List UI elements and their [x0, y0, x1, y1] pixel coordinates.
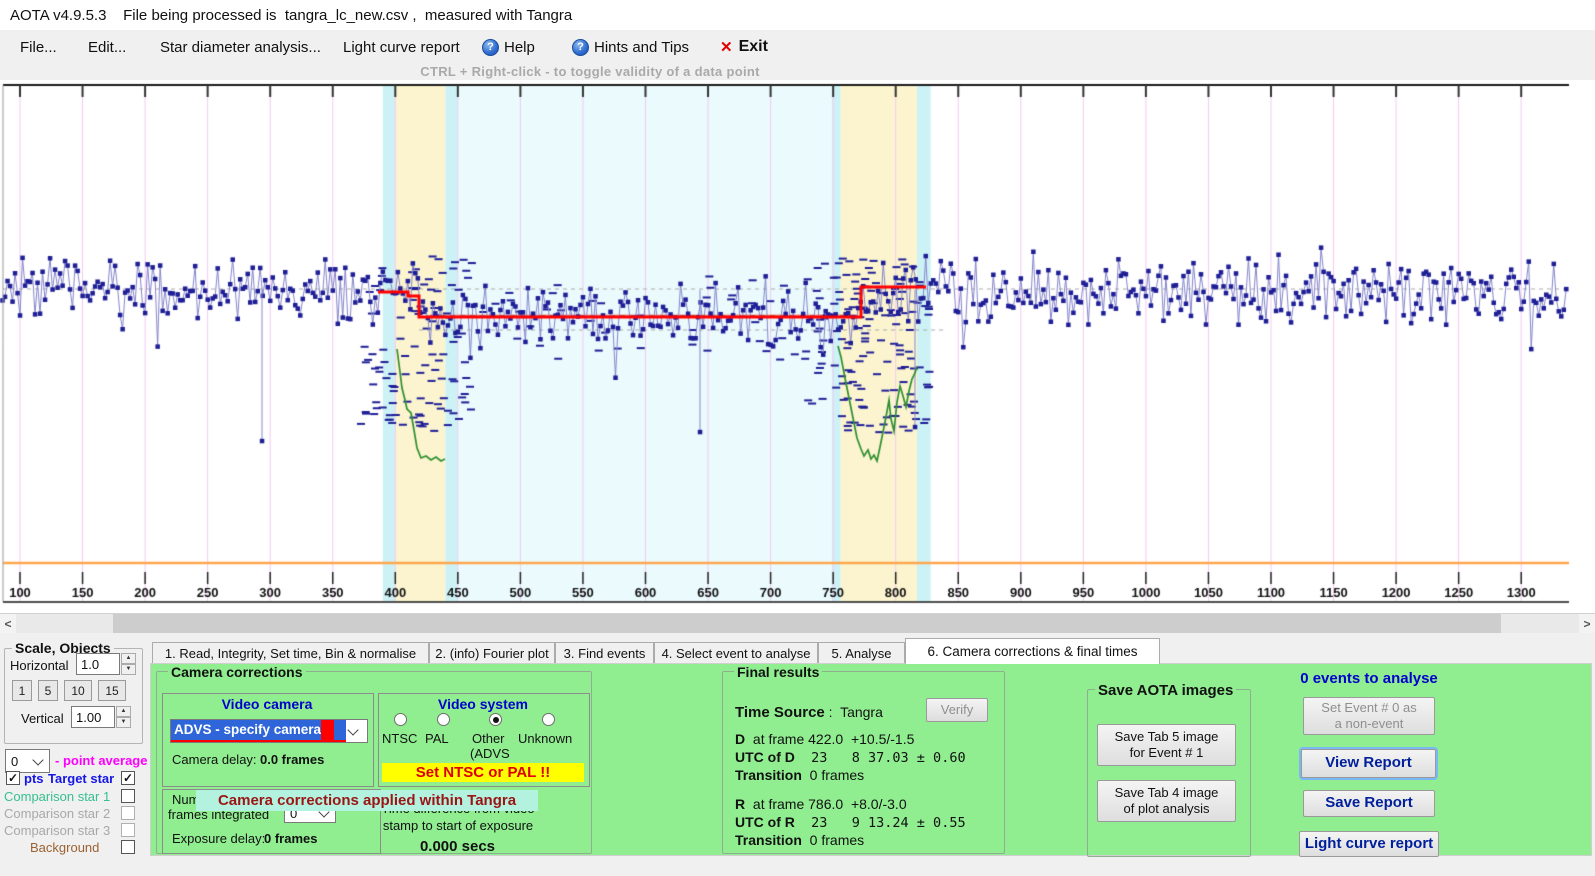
target-star-checkbox[interactable]: ✓: [121, 771, 135, 785]
comparison-star-2-checkbox[interactable]: [121, 806, 135, 820]
chevron-down-icon: [32, 754, 43, 765]
comparison-star-3-checkbox[interactable]: [121, 823, 135, 837]
pts-label: pts: [24, 771, 44, 786]
exposure-delay-label: Exposure delay:: [172, 831, 265, 846]
tab-analyse[interactable]: 5. Analyse: [818, 642, 905, 663]
target-star-label: Target star: [48, 771, 114, 786]
spin-up-icon[interactable]: ▲: [116, 706, 131, 717]
video-camera-select[interactable]: ADVS - specify camera: [170, 719, 368, 743]
comparison-star-1-checkbox[interactable]: [121, 789, 135, 803]
background-label: Background: [30, 840, 99, 855]
verify-button[interactable]: Verify: [926, 698, 988, 722]
hint-text: CTRL + Right-click - to toggle validity …: [300, 64, 880, 80]
menu-exit[interactable]: ✕ Exit: [720, 30, 768, 64]
pts-checkbox[interactable]: ✓: [6, 771, 20, 785]
set-event-0-button[interactable]: Set Event # 0 as a non-event: [1303, 697, 1435, 735]
vertical-label: Vertical: [21, 711, 64, 726]
utc-d-row: UTC of D 23 8 37.03 ± 0.60: [735, 749, 966, 766]
set-ntsc-pal-warning: Set NTSC or PAL !!: [382, 763, 584, 782]
camera-delay-value: 0.0 frames: [260, 752, 324, 767]
radio-other-label: Other: [472, 731, 505, 746]
horizontal-label: Horizontal: [10, 658, 69, 673]
radio-unknown-label: Unknown: [518, 731, 572, 746]
menu-star-diameter[interactable]: Star diameter analysis...: [160, 30, 321, 64]
save-aota-images-title: Save AOTA images: [1095, 682, 1236, 699]
vertical-spinner[interactable]: 1.00 ▲▼: [71, 706, 131, 728]
d-frame-row: D at frame 422.0 +10.5/-1.5: [735, 731, 914, 747]
menu-edit[interactable]: Edit...: [88, 30, 126, 64]
save-tab5-button[interactable]: Save Tab 5 image for Event # 1: [1097, 724, 1236, 766]
tab-fourier-plot[interactable]: 2. (info) Fourier plot: [429, 642, 555, 663]
tab-select-event[interactable]: 4. Select event to analyse: [654, 642, 818, 663]
view-report-button[interactable]: View Report: [1301, 749, 1436, 778]
transition-r-row: Transition 0 frames: [735, 832, 864, 848]
background-checkbox[interactable]: [121, 840, 135, 854]
r-frame-row: R at frame 786.0 +8.0/-3.0: [735, 796, 907, 812]
video-system-title: Video system: [378, 696, 588, 712]
scroll-right-icon[interactable]: >: [1579, 614, 1595, 634]
scrollbar-thumb[interactable]: [113, 614, 1501, 634]
radio-other[interactable]: [489, 713, 502, 726]
transition-d-row: Transition 0 frames: [735, 767, 864, 783]
aota-window: AOTA v4.9.5.3 File being processed is ta…: [0, 0, 1595, 876]
tangra-corrections-note: Camera corrections applied within Tangra: [196, 790, 538, 811]
menu-bar: File... Edit... Star diameter analysis..…: [0, 30, 1595, 64]
help-icon: ?: [482, 39, 499, 56]
hscale-1-button[interactable]: 1: [12, 680, 32, 701]
hscale-15-button[interactable]: 15: [98, 680, 126, 701]
menu-hints[interactable]: ? Hints and Tips: [572, 30, 689, 64]
radio-unknown[interactable]: [542, 713, 555, 726]
exit-x-icon: ✕: [720, 38, 733, 56]
radio-ntsc-label: NTSC: [382, 731, 417, 746]
scroll-left-icon[interactable]: <: [0, 614, 16, 634]
menu-file[interactable]: File...: [20, 30, 57, 64]
hscale-5-button[interactable]: 5: [38, 680, 58, 701]
radio-ntsc[interactable]: [394, 713, 407, 726]
comparison-star-1-label: Comparison star 1: [4, 789, 110, 804]
time-source-row: Time Source : Tangra: [735, 704, 883, 721]
video-camera-title: Video camera: [162, 696, 372, 712]
window-title: AOTA v4.9.5.3 File being processed is ta…: [10, 7, 572, 24]
camera-corrections-title: Camera corrections: [168, 664, 306, 680]
save-report-button[interactable]: Save Report: [1303, 790, 1435, 817]
selection-red-block: [321, 720, 334, 740]
utc-r-row: UTC of R 23 9 13.24 ± 0.55: [735, 814, 966, 831]
hints-icon: ?: [572, 39, 589, 56]
radio-pal-label: PAL: [425, 731, 449, 746]
camera-delay-label: Camera delay:: [172, 752, 257, 767]
tab-camera-corrections[interactable]: 6. Camera corrections & final times: [905, 638, 1160, 664]
horizontal-spinner[interactable]: 1.0 ▲▼: [76, 653, 136, 675]
point-average-label: - point average: [55, 753, 147, 768]
light-curve-plot[interactable]: [0, 80, 1595, 613]
point-average-select[interactable]: 0: [5, 749, 50, 773]
events-to-analyse-label: 0 events to analyse: [1288, 670, 1450, 687]
comparison-star-3-label: Comparison star 3: [4, 823, 110, 838]
final-results-title: Final results: [734, 664, 822, 680]
advs-sub-label: (ADVS: [470, 746, 510, 761]
timediff-line2: stamp to start of exposure: [363, 818, 553, 833]
save-aota-images-group: [1087, 689, 1251, 857]
tab-find-events[interactable]: 3. Find events: [555, 642, 654, 663]
spin-down-icon[interactable]: ▼: [121, 664, 136, 675]
save-tab4-button[interactable]: Save Tab 4 image of plot analysis: [1097, 780, 1236, 822]
horizontal-scrollbar[interactable]: < >: [0, 613, 1595, 633]
spin-down-icon[interactable]: ▼: [116, 717, 131, 728]
menu-light-curve-report[interactable]: Light curve report: [343, 30, 460, 64]
comparison-star-2-label: Comparison star 2: [4, 806, 110, 821]
spin-up-icon[interactable]: ▲: [121, 653, 136, 664]
light-curve-report-button[interactable]: Light curve report: [1299, 831, 1439, 857]
tab-read-integrity[interactable]: 1. Read, Integrity, Set time, Bin & norm…: [152, 642, 429, 663]
chevron-down-icon[interactable]: [346, 720, 367, 742]
radio-pal[interactable]: [437, 713, 450, 726]
menu-help[interactable]: ? Help: [482, 30, 535, 64]
exposure-delay-value: 0 frames: [264, 831, 317, 846]
timediff-value: 0.000 secs: [395, 838, 520, 855]
hscale-10-button[interactable]: 10: [64, 680, 92, 701]
title-bar: AOTA v4.9.5.3 File being processed is ta…: [0, 0, 1595, 30]
